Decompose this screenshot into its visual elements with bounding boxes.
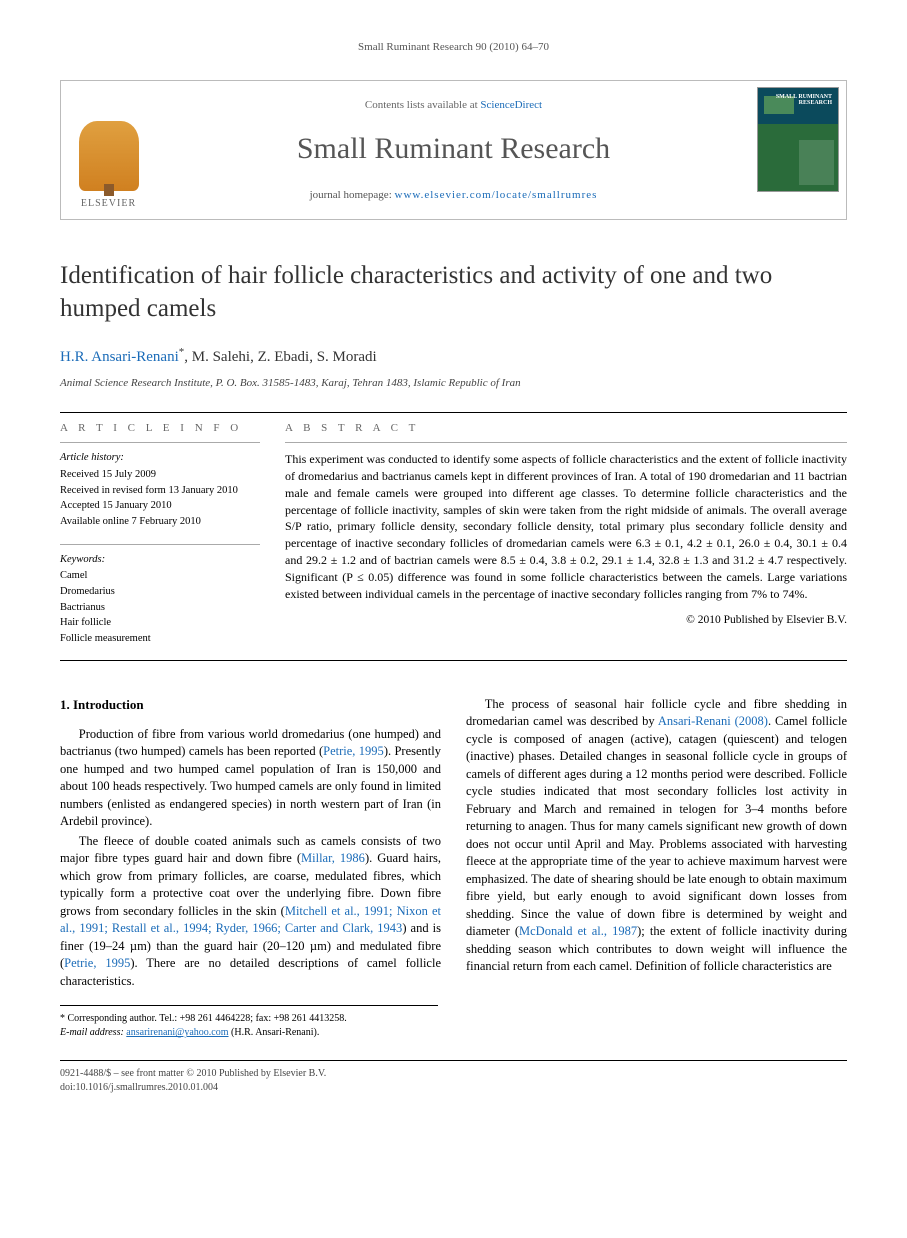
keywords-label: Keywords: (60, 553, 260, 568)
keyword-item: Follicle measurement (60, 632, 260, 647)
affiliation: Animal Science Research Institute, P. O.… (60, 376, 847, 391)
keyword-item: Dromedarius (60, 585, 260, 600)
keywords-list: Camel Dromedarius Bactrianus Hair follic… (60, 569, 260, 646)
history-item: Received 15 July 2009 (60, 468, 260, 483)
corr-email-link[interactable]: ansarirenani@yahoo.com (126, 1027, 228, 1038)
info-divider-2 (60, 544, 260, 545)
email-label: E-mail address: (60, 1027, 124, 1038)
body-paragraph: The fleece of double coated animals such… (60, 833, 441, 991)
homepage-prefix: journal homepage: (310, 189, 395, 201)
homepage-line: journal homepage: www.elsevier.com/locat… (156, 188, 751, 203)
footer-doi: doi:10.1016/j.smallrumres.2010.01.004 (60, 1081, 847, 1095)
corr-email-line: E-mail address: ansarirenani@yahoo.com (… (60, 1026, 438, 1040)
history-lines: Received 15 July 2009 Received in revise… (60, 468, 260, 530)
keyword-item: Bactrianus (60, 601, 260, 616)
citation-link[interactable]: Ansari-Renani (2008) (658, 714, 768, 728)
history-item: Received in revised form 13 January 2010 (60, 484, 260, 499)
info-divider-1 (60, 442, 260, 443)
corr-phone-line: * Corresponding author. Tel.: +98 261 44… (60, 1012, 438, 1026)
citation-link[interactable]: Millar, 1986 (301, 851, 365, 865)
elsevier-tree-icon (79, 121, 139, 191)
keyword-item: Camel (60, 569, 260, 584)
contents-prefix: Contents lists available at (365, 99, 480, 111)
citation-link[interactable]: Petrie, 1995 (323, 744, 384, 758)
keyword-item: Hair follicle (60, 616, 260, 631)
journal-cover-thumbnail: SMALL RUMINANT RESEARCH (751, 81, 846, 219)
sciencedirect-link[interactable]: ScienceDirect (480, 99, 542, 111)
citation-link[interactable]: Petrie, 1995 (64, 956, 130, 970)
history-item: Accepted 15 January 2010 (60, 499, 260, 514)
abstract-heading: A B S T R A C T (285, 421, 847, 436)
elsevier-label: ELSEVIER (81, 197, 136, 211)
body-columns: 1. Introduction Production of fibre from… (60, 696, 847, 991)
author-list: H.R. Ansari-Renani*, M. Salehi, Z. Ebadi… (60, 345, 847, 368)
abstract-text: This experiment was conducted to identif… (285, 451, 847, 602)
divider-top (60, 412, 847, 413)
page-footer: 0921-4488/$ – see front matter © 2010 Pu… (60, 1060, 847, 1095)
elsevier-logo: ELSEVIER (61, 81, 156, 219)
cover-title-text: SMALL RUMINANT RESEARCH (758, 94, 832, 106)
history-item: Available online 7 February 2010 (60, 515, 260, 530)
running-header: Small Ruminant Research 90 (2010) 64–70 (60, 40, 847, 55)
footer-copyright: 0921-4488/$ – see front matter © 2010 Pu… (60, 1067, 847, 1081)
abstract-divider (285, 442, 847, 443)
article-info-heading: A R T I C L E I N F O (60, 421, 260, 436)
homepage-link[interactable]: www.elsevier.com/locate/smallrumres (395, 189, 598, 201)
abstract-block: A B S T R A C T This experiment was cond… (285, 421, 847, 648)
journal-title: Small Ruminant Research (156, 128, 751, 170)
corresponding-author-footer: * Corresponding author. Tel.: +98 261 44… (60, 1005, 438, 1040)
divider-bottom (60, 660, 847, 661)
body-paragraph: Production of fibre from various world d… (60, 726, 441, 831)
journal-center: Contents lists available at ScienceDirec… (156, 81, 751, 219)
abstract-copyright: © 2010 Published by Elsevier B.V. (285, 612, 847, 628)
cover-image-icon: SMALL RUMINANT RESEARCH (757, 87, 839, 192)
contents-available-line: Contents lists available at ScienceDirec… (156, 98, 751, 113)
citation-link[interactable]: McDonald et al., 1987 (519, 924, 637, 938)
history-label: Article history: (60, 451, 260, 466)
author-rest: , M. Salehi, Z. Ebadi, S. Moradi (184, 349, 376, 365)
author-primary-link[interactable]: H.R. Ansari-Renani (60, 349, 179, 365)
text-run: . Camel follicle cycle is composed of an… (466, 714, 847, 938)
journal-header-box: ELSEVIER Contents lists available at Sci… (60, 80, 847, 220)
article-info-sidebar: A R T I C L E I N F O Article history: R… (60, 421, 260, 648)
article-title: Identification of hair follicle characte… (60, 260, 847, 325)
body-paragraph: The process of seasonal hair follicle cy… (466, 696, 847, 976)
email-suffix: (H.R. Ansari-Renani). (229, 1027, 320, 1038)
section-heading-intro: 1. Introduction (60, 696, 441, 714)
